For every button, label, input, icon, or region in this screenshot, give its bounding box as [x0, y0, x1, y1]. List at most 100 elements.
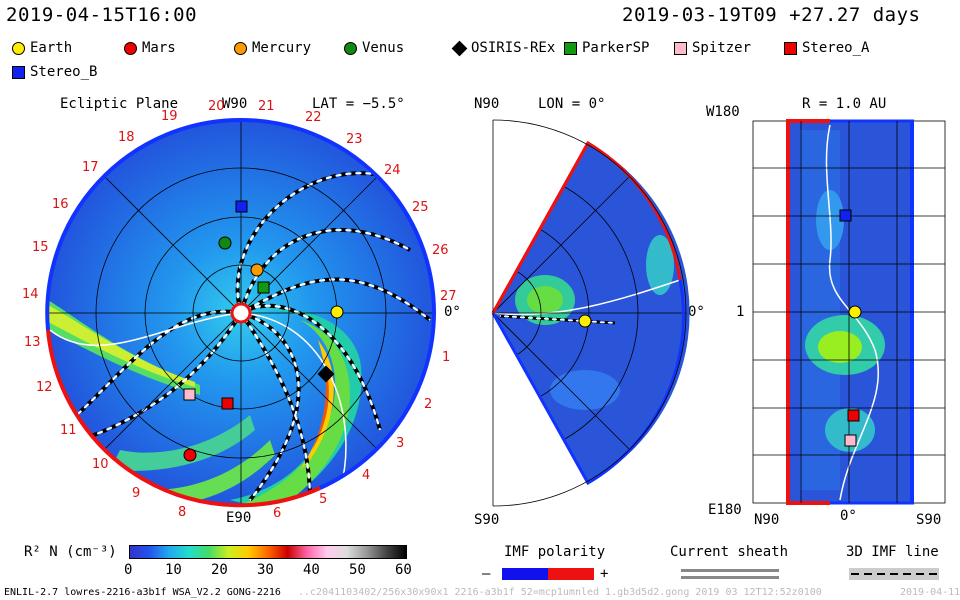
carrington-27: 27	[440, 289, 457, 304]
carrington-24: 24	[384, 163, 401, 178]
run-time: 2019-03-19T09 +27.27 days	[622, 4, 921, 26]
legend-stereo-a: Stereo_A	[784, 40, 869, 56]
stereo-a-marker	[221, 397, 234, 410]
carrington-17: 17	[82, 160, 99, 175]
legend-label: Mercury	[252, 40, 312, 56]
radial-x-left: N90	[754, 512, 780, 528]
radial-mid-left: 1	[736, 304, 745, 320]
colorbar-tick-20: 20	[211, 562, 228, 578]
imf-negative-swatch	[502, 568, 548, 580]
carrington-5: 5	[319, 492, 327, 507]
spitzer-marker-radial	[844, 434, 857, 447]
legend-label: Stereo_A	[802, 40, 870, 56]
legend-stereo-b: Stereo_B	[12, 64, 97, 80]
carrington-3: 3	[396, 436, 404, 451]
legend-label: Spitzer	[692, 40, 752, 56]
earth-marker-meridional	[578, 314, 592, 328]
current-time: 2019-04-15T16:00	[6, 4, 198, 26]
legend-label: Earth	[30, 40, 73, 56]
venus-icon	[344, 41, 357, 55]
legend-label: Stereo_B	[30, 64, 98, 80]
imf-minus: –	[482, 566, 491, 582]
carrington-14: 14	[22, 287, 39, 302]
carrington-22: 22	[305, 110, 322, 125]
carrington-18: 18	[118, 130, 135, 145]
legend-parkersp: ParkerSP	[564, 40, 649, 56]
colorbar-tick-30: 30	[257, 562, 274, 578]
ecliptic-lat-label: LAT = −5.5°	[312, 96, 405, 112]
colorbar-tick-60: 60	[395, 562, 412, 578]
stereo-b-icon	[12, 65, 25, 79]
carrington-4: 4	[362, 468, 370, 483]
imf-line-label: 3D IMF line	[846, 544, 939, 560]
ecliptic-title: Ecliptic Plane	[60, 96, 179, 112]
carrington-16: 16	[52, 197, 69, 212]
mercury-icon	[234, 41, 247, 55]
stereo-b-marker	[235, 200, 248, 213]
legend-label: Venus	[362, 40, 405, 56]
carrington-23: 23	[346, 132, 363, 147]
carrington-21: 21	[258, 99, 275, 114]
carrington-20: 20	[208, 99, 225, 114]
parkersp-icon	[564, 41, 577, 55]
colorbar-tick-40: 40	[303, 562, 320, 578]
carrington-9: 9	[132, 486, 140, 501]
ecliptic-top-label: W90	[222, 96, 248, 112]
current-sheath-label: Current sheath	[670, 544, 789, 560]
stereo-b-marker-radial	[839, 209, 852, 222]
venus-marker	[218, 236, 232, 250]
imf-positive-swatch	[548, 568, 594, 580]
carrington-13: 13	[24, 335, 41, 350]
current-sheath-line-2	[681, 576, 779, 579]
stereo-a-icon	[784, 41, 797, 55]
carrington-25: 25	[412, 200, 429, 215]
imf-line-sample	[849, 568, 939, 580]
legend-label: Mars	[142, 40, 176, 56]
carrington-1: 1	[442, 350, 450, 365]
carrington-11: 11	[60, 423, 77, 438]
colorbar-tick-10: 10	[165, 562, 182, 578]
legend-label: ParkerSP	[582, 40, 650, 56]
carrington-8: 8	[178, 505, 186, 520]
radial-r-label: R = 1.0 AU	[802, 96, 887, 112]
stereo-a-marker-radial	[847, 409, 860, 422]
legend-mercury: Mercury	[234, 40, 311, 56]
mars-icon	[124, 41, 137, 55]
ecliptic-right-label: 0°	[444, 304, 461, 320]
meridional-right-label: 0°	[688, 304, 705, 320]
radial-top-left: W180	[706, 104, 740, 120]
radial-bottom-left: E180	[708, 502, 742, 518]
legend-osiris-rex: OSIRIS-REx	[451, 40, 556, 56]
carrington-10: 10	[92, 457, 109, 472]
osiris-rex-marker	[317, 365, 335, 383]
day-offset: +27.27 days	[789, 4, 921, 26]
carrington-19: 19	[161, 109, 178, 124]
carrington-6: 6	[273, 506, 281, 521]
radial-x-right: S90	[916, 512, 942, 528]
legend-mars: Mars	[124, 40, 176, 56]
colorbar-label: R² N (cm⁻³)	[24, 544, 117, 560]
mars-marker	[183, 448, 197, 462]
parkersp-marker	[257, 281, 270, 294]
carrington-2: 2	[424, 397, 432, 412]
current-sheath-line-1	[681, 569, 779, 572]
meridional-lon-label: LON = 0°	[538, 96, 606, 112]
colorbar	[129, 545, 407, 559]
carrington-26: 26	[432, 243, 449, 258]
meridional-bottom-label: S90	[474, 512, 500, 528]
run-date: 2019-03-19T09	[622, 4, 778, 26]
legend-label: OSIRIS-REx	[471, 40, 556, 56]
ecliptic-bottom-label: E90	[226, 510, 252, 526]
earth-marker	[330, 305, 344, 319]
legend-spitzer: Spitzer	[674, 40, 751, 56]
mercury-marker	[250, 263, 264, 277]
footer-model: ENLIL-2.7 lowres-2216-a3b1f WSA_V2.2 GON…	[4, 587, 281, 598]
footer-run-id: ..c2041103402/256x30x90x1 2216-a3b1f 52=…	[298, 587, 822, 598]
spitzer-icon	[674, 41, 687, 55]
imf-polarity-label: IMF polarity	[504, 544, 606, 560]
earth-icon	[12, 41, 25, 55]
radial-x-mid: 0°	[840, 508, 857, 524]
